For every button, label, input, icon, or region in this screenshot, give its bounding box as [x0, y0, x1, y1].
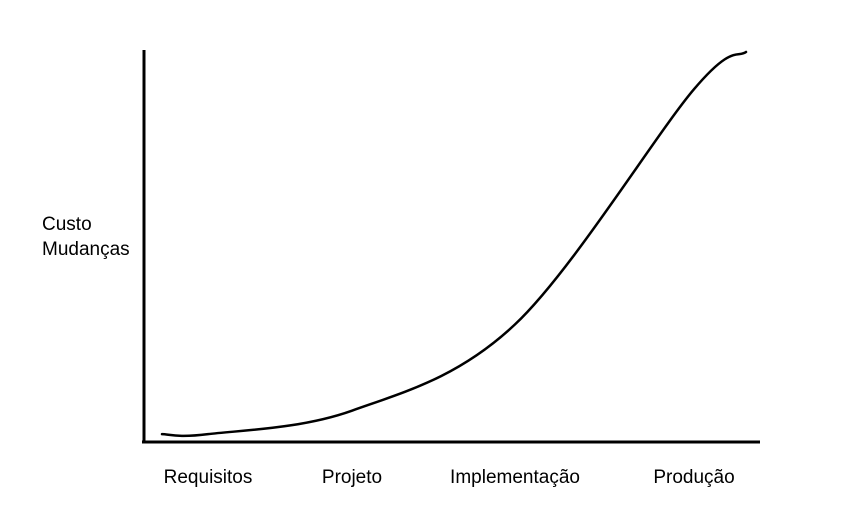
x-tick-label: Projeto — [322, 467, 382, 488]
y-axis-label-line-2: Mudanças — [42, 239, 130, 260]
x-tick-label: Produção — [653, 467, 734, 488]
x-tick-label: Implementação — [450, 467, 580, 488]
x-tick-labels: Requisitos Projeto Implementação Produção — [164, 467, 735, 488]
y-axis-label: Custo Mudanças — [42, 212, 130, 262]
x-tick-label: Requisitos — [164, 467, 253, 488]
y-axis-label-line-1: Custo — [42, 214, 92, 235]
cost-curve — [160, 50, 748, 438]
